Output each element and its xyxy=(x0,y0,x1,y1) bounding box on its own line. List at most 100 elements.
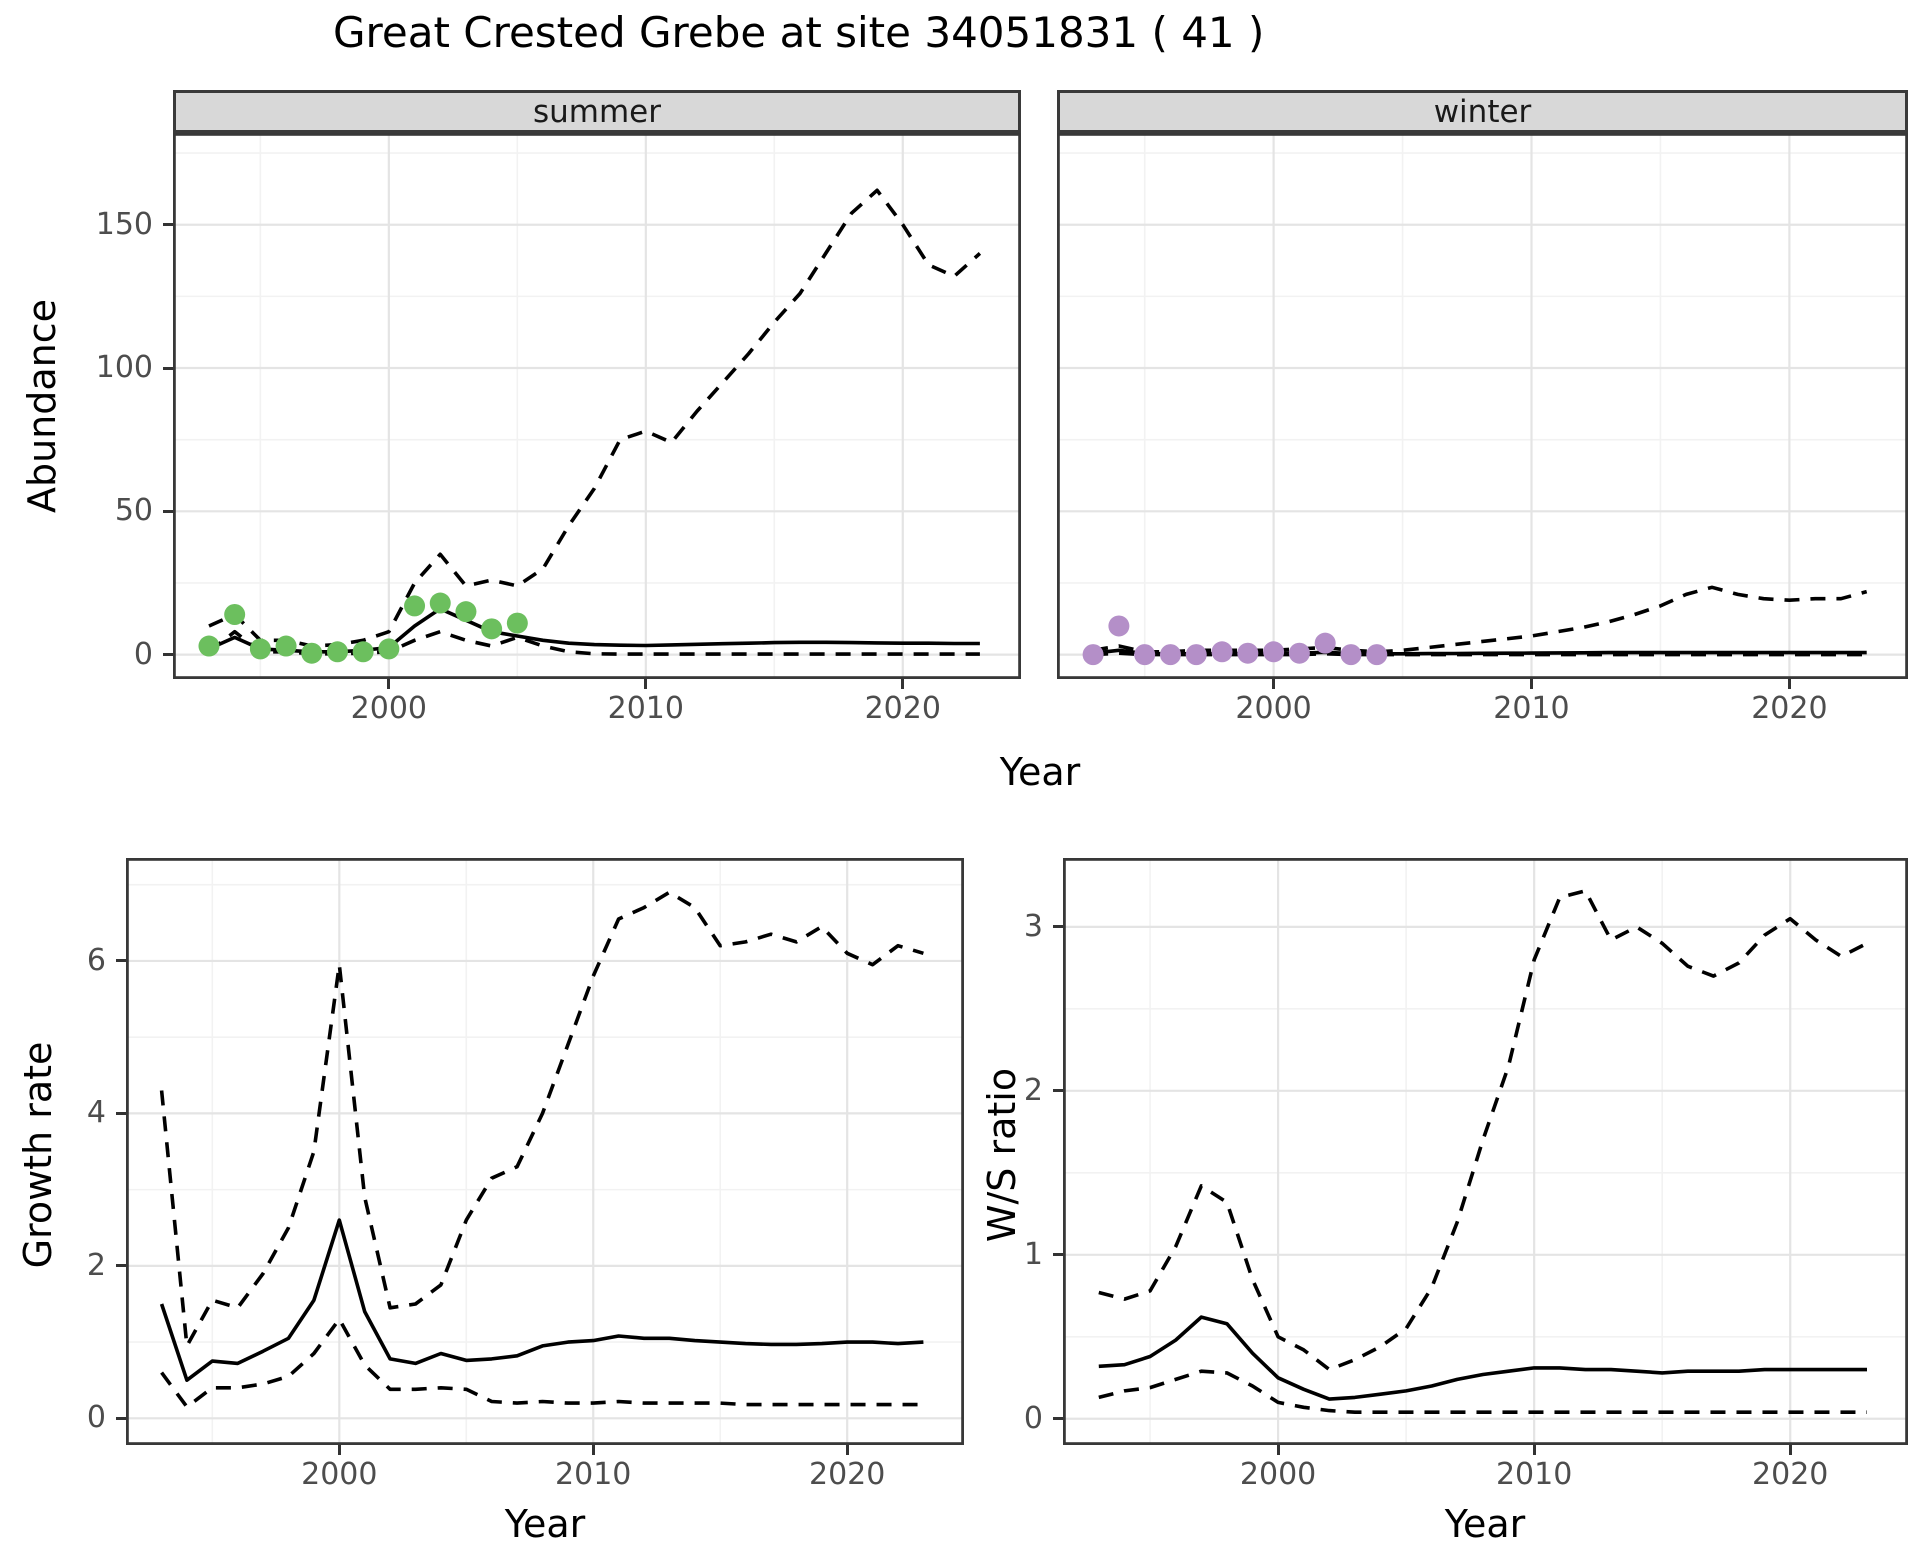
growth-y-tick xyxy=(116,1264,126,1268)
winter-x-tick-label: 2000 xyxy=(1235,691,1312,726)
summer-plot-area xyxy=(173,133,1021,679)
summer-y-tick xyxy=(163,366,173,370)
panel-ws-ratio: 2000 2010 2020 0 1 2 3 xyxy=(1024,858,1908,1492)
summer-observation-point xyxy=(455,601,477,623)
ws-upper_ci-line xyxy=(1098,888,1868,1372)
winter-observation-point xyxy=(1340,644,1362,666)
facet-strip-summer-label: summer xyxy=(532,93,661,130)
winter-observation-point xyxy=(1237,642,1259,664)
winter-observation-point xyxy=(1288,642,1310,664)
summer-observation-point xyxy=(326,641,348,663)
summer-observation-point xyxy=(275,635,297,657)
summer-y-tick-label: 0 xyxy=(133,636,153,672)
summer-observation-point xyxy=(301,642,323,664)
growth-y-tick-label: 4 xyxy=(86,1095,106,1131)
growth-x-tick-label: 2010 xyxy=(555,1457,632,1492)
winter-x-tick xyxy=(1787,679,1791,689)
panel-winter: winter 2000 2010 2020 xyxy=(1057,90,1908,726)
growth-x-tick xyxy=(337,1445,341,1455)
summer-observation-point xyxy=(224,604,246,626)
facet-strip-winter-label: winter xyxy=(1433,93,1532,130)
summer-observation-point xyxy=(429,592,451,614)
growth-y-tick-label: 2 xyxy=(86,1247,106,1283)
growth-x-tick xyxy=(845,1445,849,1455)
summer-observation-point xyxy=(198,635,220,657)
ws-y-tick-label: 3 xyxy=(1023,908,1043,944)
ws-y-tick-label: 1 xyxy=(1023,1236,1043,1272)
summer-y-tick-label: 100 xyxy=(95,350,153,386)
growth-x-tick-label: 2000 xyxy=(301,1457,378,1492)
growth-y-tick xyxy=(116,1416,126,1420)
y-axis-title-abundance: Abundance xyxy=(20,298,64,514)
ws-x-tick-label: 2020 xyxy=(1752,1457,1829,1492)
ws-y-tick-label: 0 xyxy=(1023,1400,1043,1436)
x-axis-title-year-ws: Year xyxy=(1444,1502,1526,1546)
summer-y-tick-label: 150 xyxy=(95,206,153,242)
winter-x-tick xyxy=(1272,679,1276,689)
ws-y-tick xyxy=(1053,1089,1063,1093)
summer-observation-point xyxy=(352,641,374,663)
growth-x-tick-label: 2020 xyxy=(809,1457,886,1492)
growth-y-tick-label: 0 xyxy=(86,1400,106,1436)
ws-lower_ci-line xyxy=(1098,1369,1867,1415)
summer-y-tick-label: 50 xyxy=(114,493,153,529)
ws-x-tick xyxy=(1532,1445,1536,1455)
summer-observation-point xyxy=(378,638,400,660)
winter-observation-point xyxy=(1366,644,1388,666)
ws-y-tick xyxy=(1053,1253,1063,1257)
summer-median-line xyxy=(208,606,980,654)
growth-y-tick-label: 6 xyxy=(86,942,106,978)
winter-x-tick xyxy=(1529,679,1533,689)
ws-y-tick-label: 2 xyxy=(1023,1072,1043,1108)
growth-rate-plot-area xyxy=(126,858,964,1445)
plot-title: Great Crested Grebe at site 34051831 ( 4… xyxy=(333,8,1265,57)
winter-observation-point xyxy=(1211,641,1233,663)
panel-growth-rate: 2000 2010 2020 0 2 4 6 xyxy=(87,858,964,1492)
winter-plot-area xyxy=(1057,133,1908,679)
ws-x-tick-label: 2010 xyxy=(1495,1457,1573,1492)
growth-median-line xyxy=(159,1218,924,1383)
winter-x-tick-label: 2020 xyxy=(1751,691,1828,726)
winter-upper_ci-line xyxy=(1092,585,1868,654)
summer-y-tick xyxy=(163,653,173,657)
winter-observation-point xyxy=(1159,644,1181,666)
summer-x-tick xyxy=(901,679,905,689)
summer-y-tick xyxy=(163,509,173,513)
y-axis-title-ws-ratio: W/S ratio xyxy=(980,1067,1024,1243)
x-axis-title-year-growth: Year xyxy=(504,1502,586,1546)
growth-x-tick xyxy=(591,1445,595,1455)
winter-observation-point xyxy=(1263,641,1285,663)
ws-y-tick xyxy=(1053,1417,1063,1421)
summer-x-tick xyxy=(387,679,391,689)
winter-observation-point xyxy=(1082,644,1104,666)
winter-observation-point xyxy=(1314,632,1336,654)
summer-x-tick xyxy=(644,679,648,689)
summer-x-tick-label: 2000 xyxy=(350,691,428,726)
summer-observation-point xyxy=(249,638,271,660)
summer-y-tick xyxy=(163,223,173,227)
summer-observation-point xyxy=(404,595,426,617)
facet-strip-summer: summer xyxy=(173,90,1021,133)
summer-upper_ci-line xyxy=(208,188,982,648)
panel-summer: summer 2000 2010 2020 0 50 100 150 xyxy=(96,90,1021,726)
summer-x-tick-label: 2010 xyxy=(607,691,684,726)
ws-x-tick xyxy=(1788,1445,1792,1455)
winter-x-tick-label: 2010 xyxy=(1493,691,1570,726)
ws-x-tick-label: 2000 xyxy=(1239,1457,1317,1492)
summer-x-tick-label: 2020 xyxy=(864,691,941,726)
growth-upper_ci-line xyxy=(159,890,924,1348)
ws-x-tick xyxy=(1276,1445,1280,1455)
winter-observation-point xyxy=(1108,615,1130,637)
summer-observation-point xyxy=(506,612,528,634)
y-axis-title-growth-rate: Growth rate xyxy=(16,1041,60,1269)
winter-observation-point xyxy=(1185,644,1207,666)
winter-observation-point xyxy=(1134,644,1156,666)
summer-observation-point xyxy=(481,618,503,640)
growth-lower_ci-line xyxy=(160,1317,924,1409)
growth-y-tick xyxy=(116,959,126,963)
x-axis-title-year-top: Year xyxy=(999,750,1081,794)
ws-median-line xyxy=(1098,1315,1867,1401)
ws-y-tick xyxy=(1053,925,1063,929)
ws-ratio-plot-area xyxy=(1063,858,1908,1445)
